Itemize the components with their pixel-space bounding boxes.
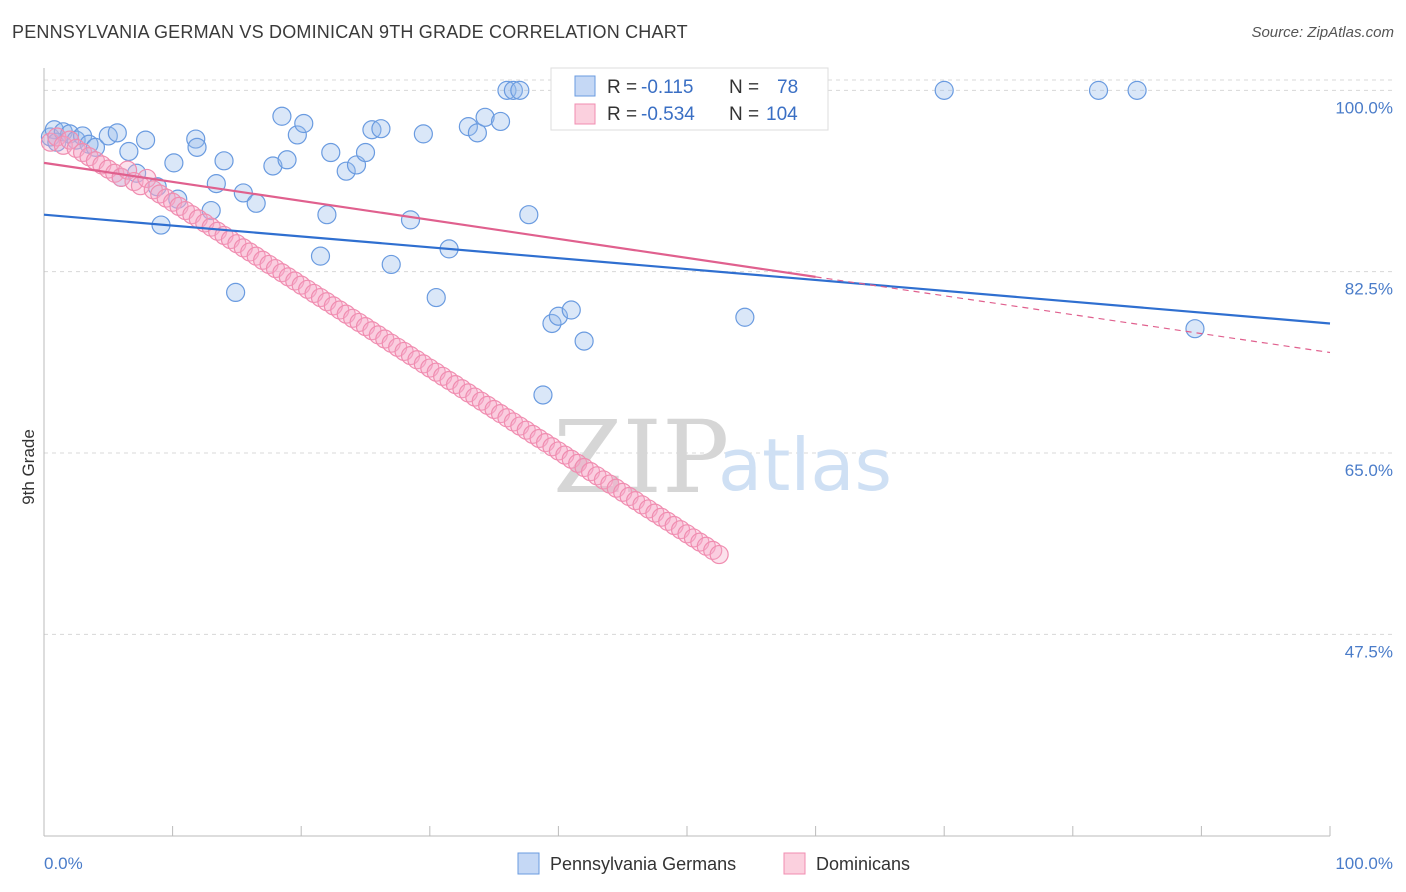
y-tick-label: 47.5% xyxy=(1345,642,1393,661)
pg-point xyxy=(934,80,954,100)
pg-point xyxy=(277,150,297,170)
source-label: Source: ZipAtlas.com xyxy=(1251,24,1394,41)
pg-point xyxy=(381,254,401,275)
legend-pg-n-value: 78 xyxy=(777,77,798,98)
legend-dom-n-value: 104 xyxy=(766,104,798,125)
pg-point xyxy=(214,151,234,171)
x-tick-label-min: 0.0% xyxy=(44,854,83,873)
pg-point xyxy=(475,107,495,127)
dom-trend-line xyxy=(43,161,816,278)
pg-point xyxy=(574,331,594,351)
pg-point xyxy=(503,80,523,100)
legend-pg-n-label: N = xyxy=(729,77,759,98)
y-axis-label: 9th Grade xyxy=(19,429,38,505)
pg-point xyxy=(321,142,341,163)
watermark: ZIP atlas xyxy=(553,399,892,516)
legend-bottom: Pennsylvania Germans Dominicans xyxy=(517,852,910,875)
pg-point xyxy=(1185,319,1205,339)
y-tick-label: 100.0% xyxy=(1335,98,1393,117)
pg-point xyxy=(542,313,562,334)
pg-point xyxy=(310,246,331,266)
pg-point xyxy=(135,130,156,150)
legend-top: R = -0.115 N = 78 R = -0.534 N = 104 xyxy=(550,67,829,131)
pg-point xyxy=(187,137,207,157)
points xyxy=(40,80,1205,565)
pg-trend-line xyxy=(43,213,1331,325)
legend-bottom-dom-label: Dominicans xyxy=(816,854,910,874)
pg-point xyxy=(226,282,246,303)
legend-dom-n-label: N = xyxy=(729,104,759,125)
pg-point xyxy=(85,137,106,157)
legend-dom-swatch xyxy=(574,103,596,125)
pg-point xyxy=(1127,80,1147,100)
trend-lines xyxy=(43,161,1331,354)
pg-point xyxy=(317,205,337,225)
pg-point xyxy=(735,307,755,327)
pg-point xyxy=(519,205,539,225)
pg-point xyxy=(467,123,487,143)
dom-trend-extension xyxy=(815,276,1331,354)
pg-point xyxy=(426,287,446,308)
legend-pg-r-label: R = xyxy=(607,77,637,98)
pg-point xyxy=(561,300,581,320)
dom-point xyxy=(709,544,729,565)
pg-point xyxy=(413,124,433,144)
pg-point xyxy=(186,129,206,149)
pg-point xyxy=(336,161,356,181)
legend-bottom-pg-swatch xyxy=(517,852,540,875)
chart-title: PENNSYLVANIA GERMAN VS DOMINICAN 9TH GRA… xyxy=(12,22,688,42)
y-tick-label: 65.0% xyxy=(1345,461,1393,480)
pg-point xyxy=(287,125,307,145)
pg-point xyxy=(510,80,530,100)
pg-point xyxy=(355,142,376,163)
pg-point xyxy=(533,385,553,405)
pg-point xyxy=(294,113,314,134)
legend-bottom-dom-swatch xyxy=(783,852,806,875)
pg-point xyxy=(107,123,127,143)
legend-top-box xyxy=(550,67,829,131)
legend-dom-r-value: -0.534 xyxy=(641,104,695,125)
watermark-atlas: atlas xyxy=(718,423,892,507)
legend-dom-r-label: R = xyxy=(607,104,637,125)
pg-point xyxy=(371,119,391,139)
x-tick-label-max: 100.0% xyxy=(1335,854,1393,873)
pg-point xyxy=(263,156,283,176)
pg-point xyxy=(272,106,292,126)
watermark-zip: ZIP xyxy=(553,399,729,516)
pg-point xyxy=(400,210,421,230)
pg-point xyxy=(119,141,139,162)
y-tick-label: 82.5% xyxy=(1345,280,1393,299)
legend-pg-swatch xyxy=(574,75,596,97)
pg-point xyxy=(246,193,266,213)
pg-point xyxy=(1088,80,1109,100)
legend-bottom-pg-label: Pennsylvania Germans xyxy=(550,854,736,874)
pg-point xyxy=(490,111,511,132)
legend-pg-r-value: -0.115 xyxy=(641,77,693,98)
pg-point xyxy=(164,153,184,173)
axes: 100.0% 82.5% 65.0% 47.5% 0.0% 100.0% xyxy=(43,68,1393,873)
